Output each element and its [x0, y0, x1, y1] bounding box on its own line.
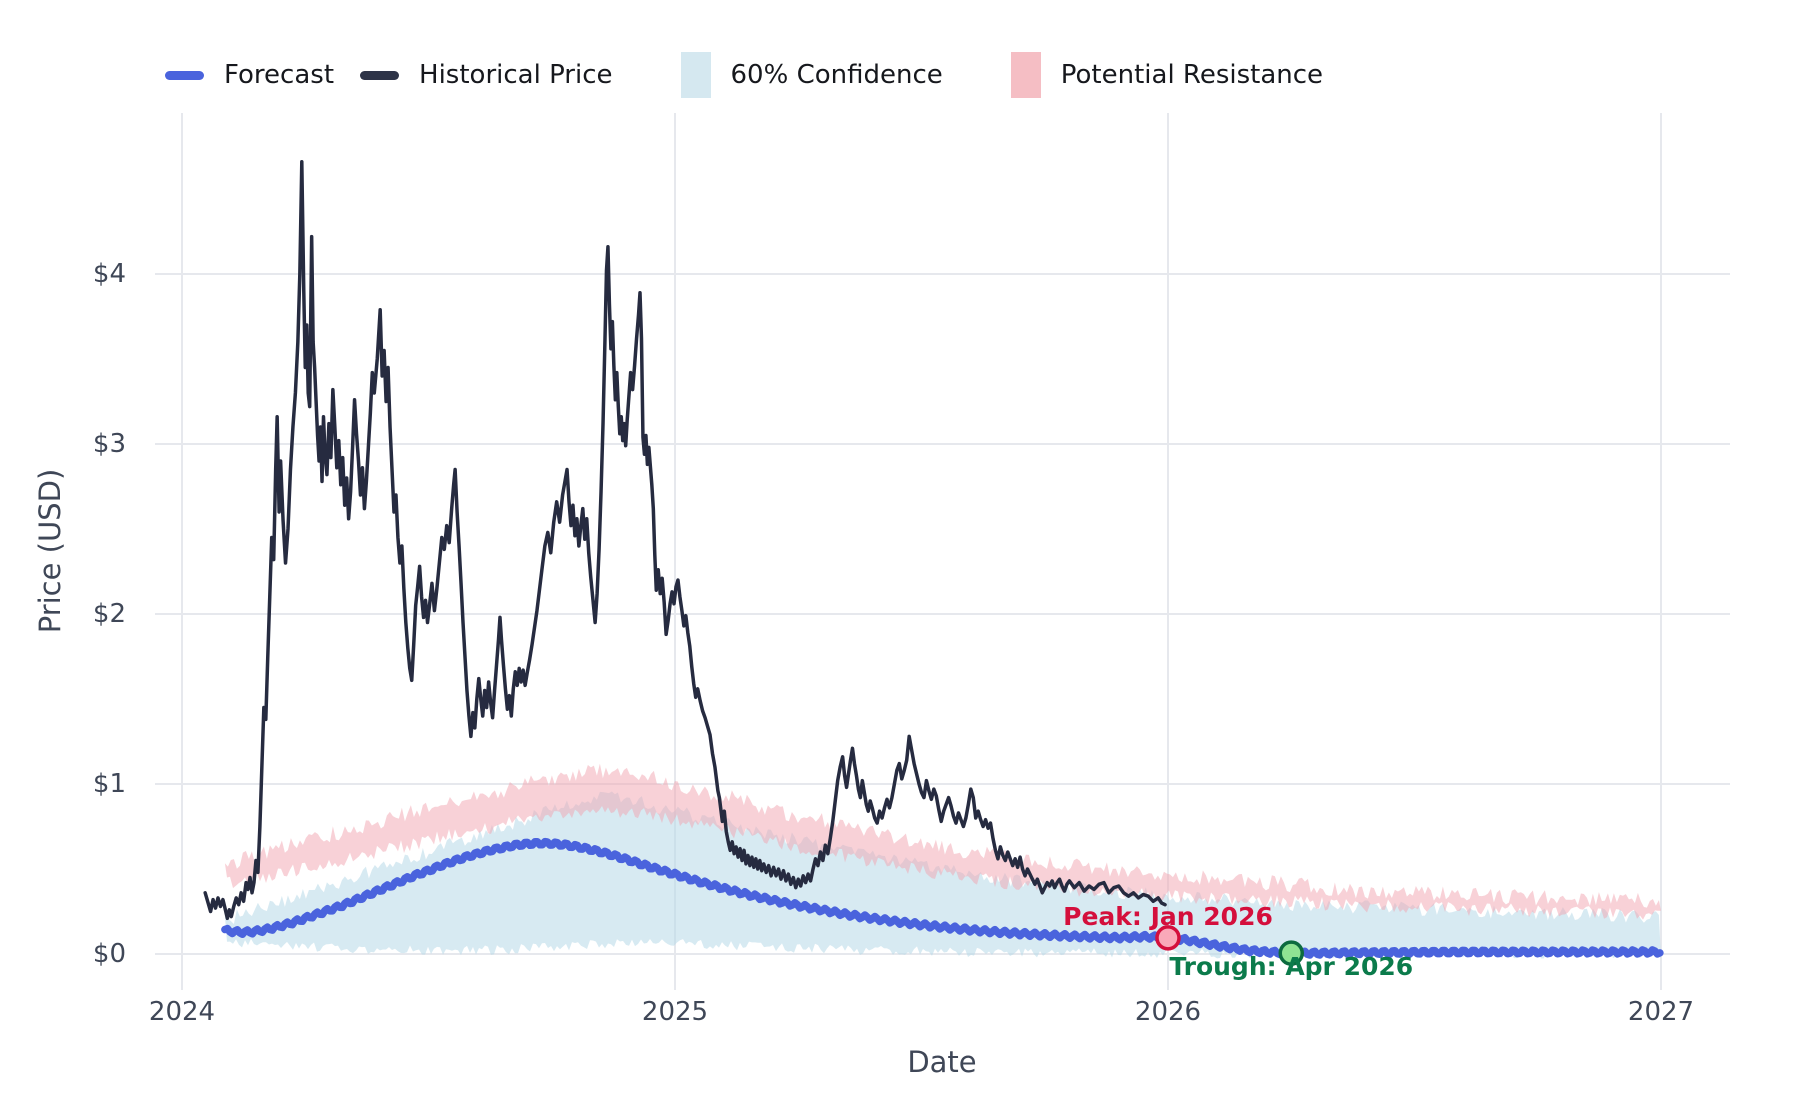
legend-item-resistance[interactable]: Potential Resistance: [1010, 52, 1324, 98]
historical-line-swatch-icon: [360, 70, 400, 80]
confidence-patch-swatch-icon: [680, 52, 711, 98]
x-tick-2026: 2026: [1134, 997, 1202, 1027]
x-tick-2027: 2027: [1627, 997, 1695, 1027]
y-tick-0: $0: [92, 939, 126, 969]
y-tick-2: $2: [92, 599, 126, 629]
legend: Forecast Historical Price 60% Confidence…: [165, 52, 1323, 98]
legend-label: 60% Confidence: [730, 60, 943, 90]
peak-annotation: Peak: Jan 2026: [1063, 901, 1273, 931]
trough-annotation: Trough: Apr 2026: [1169, 952, 1414, 982]
x-tick-2024: 2024: [148, 997, 216, 1027]
y-axis-title: Price (USD): [33, 468, 67, 634]
forecast-line-swatch-icon: [165, 70, 204, 80]
legend-item-historical-price[interactable]: Historical Price: [360, 60, 613, 90]
legend-label: Forecast: [224, 60, 335, 90]
legend-item-confidence[interactable]: 60% Confidence: [680, 52, 943, 98]
resistance-patch-swatch-icon: [1010, 52, 1041, 98]
legend-item-forecast[interactable]: Forecast: [165, 60, 334, 90]
y-tick-1: $1: [92, 769, 126, 799]
y-tick-3: $3: [92, 429, 126, 459]
y-tick-4: $4: [92, 259, 126, 289]
x-axis-title: Date: [907, 1045, 977, 1079]
legend-label: Historical Price: [419, 60, 613, 90]
legend-label: Potential Resistance: [1060, 60, 1324, 90]
x-tick-2025: 2025: [641, 997, 709, 1027]
